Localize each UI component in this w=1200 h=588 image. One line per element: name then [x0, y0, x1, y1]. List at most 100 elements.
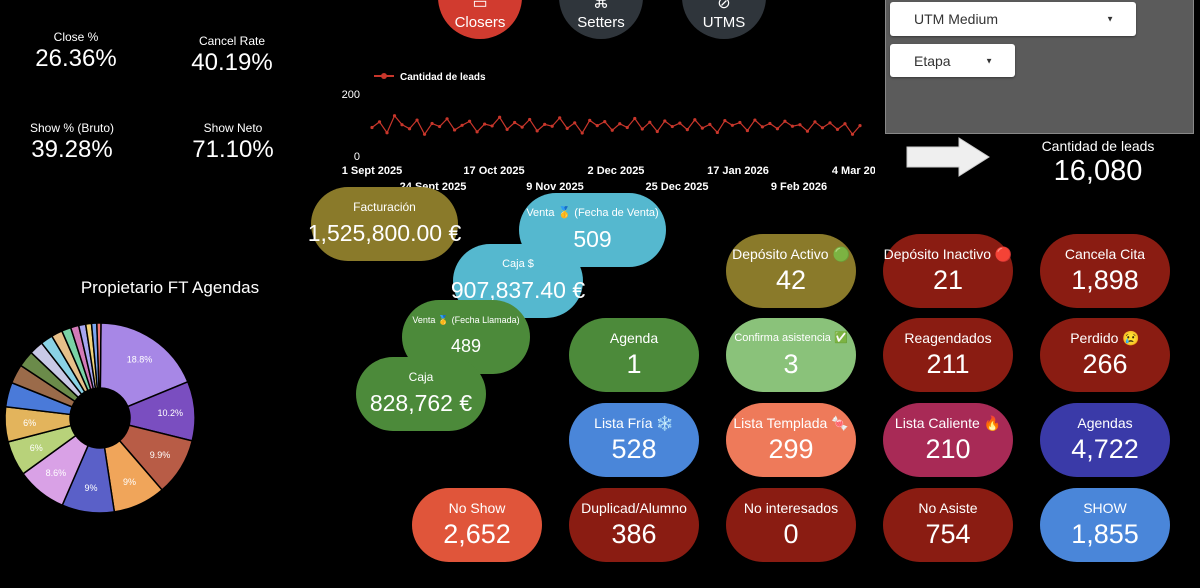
kpi-close-label: Close %	[53, 30, 99, 44]
caja-label: Caja	[408, 370, 434, 384]
leads-total-label: Cantidad de leads	[1041, 138, 1155, 154]
leads-line-chart: Cantidad de leads 0 200 1 Sept 2025 17 Oct 2…	[342, 72, 875, 193]
leads-point	[550, 124, 554, 128]
agenda-card: Agenda 1	[569, 318, 699, 392]
leads-point	[820, 126, 825, 130]
leads-point	[535, 129, 539, 133]
nav-utms-label: UTMS	[702, 14, 746, 31]
nav-setters-button[interactable]: ⌘ Setters	[559, 0, 643, 39]
leads-point	[483, 122, 487, 126]
link-icon: ⊘	[717, 0, 731, 12]
nav-closers-button[interactable]: ▭ Closers	[438, 0, 522, 39]
leads-point	[430, 121, 434, 126]
card-label: Duplicad/Alumno	[581, 500, 687, 516]
card-value: 386	[611, 519, 657, 549]
pie-slice-label: 18.8%	[127, 355, 153, 365]
card-value: 1	[626, 349, 642, 379]
utm-medium-value: UTM Medium	[914, 11, 999, 27]
leads-point	[835, 127, 840, 131]
leads-point	[377, 120, 382, 124]
venta-fecha-venta-value: 509	[573, 226, 612, 252]
kpi-show-bruto: Show % (Bruto) 39.28%	[14, 121, 130, 164]
leads-point	[798, 123, 802, 127]
chevron-down-icon: ▼	[985, 56, 993, 65]
x-tick-label: 2 Dec 2025	[588, 165, 645, 177]
perdido-card: Perdido 😢 266	[1040, 318, 1170, 392]
x-tick-label: 9 Feb 2026	[771, 181, 827, 193]
card-label: Agendas	[1077, 415, 1133, 431]
leads-point	[775, 127, 780, 131]
card-value: 1,898	[1071, 265, 1139, 295]
card-label: Agenda	[609, 330, 659, 346]
kpi-close: Close % 26.36%	[20, 30, 132, 73]
etapa-select[interactable]: Etapa ▼	[890, 44, 1015, 77]
leads-point	[753, 118, 757, 122]
leads-point	[445, 117, 449, 121]
leads-point	[723, 119, 727, 123]
leads-series-line	[371, 114, 861, 136]
kpi-show-neto-label: Show Neto	[203, 121, 263, 135]
leads-point	[655, 129, 659, 134]
caja-usd-label: Caja $	[502, 258, 534, 270]
card-value: 42	[775, 265, 807, 295]
nav-setters-label: Setters	[577, 14, 625, 31]
leads-point	[573, 121, 577, 125]
kpi-cancel-label: Cancel Rate	[198, 34, 266, 48]
venta-fecha-llamada-value: 489	[450, 336, 482, 356]
leads-point	[783, 119, 787, 123]
deposito-activo-card: Depósito Activo 🟢 42	[726, 234, 856, 308]
pie-slice-label: 8.6%	[46, 468, 67, 478]
card-label: SHOW	[1083, 500, 1127, 516]
lista-templada-card: Lista Templada 🍬 299	[726, 403, 856, 477]
leads-point	[633, 116, 637, 121]
leads-point	[730, 123, 734, 127]
card-label: Depósito Inactivo 🔴	[883, 246, 1013, 262]
leads-point	[858, 124, 862, 128]
leads-point	[708, 122, 712, 126]
leads-point	[603, 119, 607, 124]
leads-point	[505, 127, 509, 131]
lista-fria-card: Lista Fría ❄️ 528	[569, 403, 699, 477]
leads-point	[520, 125, 524, 129]
card-label: Depósito Activo 🟢	[732, 246, 850, 262]
x-tick-label: 1 Sept 2025	[342, 165, 403, 177]
duplicado-alumno-card: Duplicad/Alumno 386	[569, 488, 699, 562]
leads-point	[670, 124, 674, 129]
kpi-show-neto-value: 71.10%	[192, 136, 274, 163]
card-label: Lista Caliente 🔥	[894, 415, 1002, 431]
leads-point	[400, 123, 404, 127]
card-value: 210	[925, 434, 971, 464]
leads-point	[392, 114, 397, 118]
leads-point	[850, 132, 855, 136]
leads-point	[528, 117, 532, 122]
pie-slice	[99, 322, 189, 408]
y-tick-label: 0	[354, 151, 360, 163]
pie-slice	[96, 322, 102, 389]
facturacion-value: 1,525,800.00 €	[307, 220, 462, 246]
arrow-right-icon	[906, 137, 990, 177]
card-value: 4,722	[1071, 434, 1139, 464]
pie-slice-label: 6%	[30, 443, 43, 453]
leads-point	[678, 121, 682, 125]
leads-point	[805, 129, 810, 133]
leads-point	[468, 119, 472, 123]
leads-point	[828, 121, 832, 125]
legend-label: Cantidad de leads	[400, 72, 486, 83]
card-label: Lista Templada 🍬	[733, 415, 849, 431]
chevron-down-icon: ▼	[1106, 14, 1114, 24]
leads-point	[498, 115, 502, 119]
leads-point	[558, 116, 562, 120]
nav-utms-button[interactable]: ⊘ UTMS	[682, 0, 766, 39]
lista-caliente-card: Lista Caliente 🔥 210	[883, 403, 1013, 477]
kpi-show-neto: Show Neto 71.10%	[177, 121, 289, 164]
card-label: No Asiste	[918, 500, 978, 516]
card-label: Reagendados	[904, 330, 992, 346]
show-card: SHOW 1,855	[1040, 488, 1170, 562]
card-value: 1,855	[1071, 519, 1139, 549]
leads-point	[475, 130, 479, 134]
reagendados-card: Reagendados 211	[883, 318, 1013, 392]
card-label: Perdido 😢	[1070, 330, 1140, 346]
leads-point	[700, 126, 704, 130]
utm-medium-select[interactable]: UTM Medium ▼	[890, 2, 1136, 36]
card-value: 528	[611, 434, 657, 464]
